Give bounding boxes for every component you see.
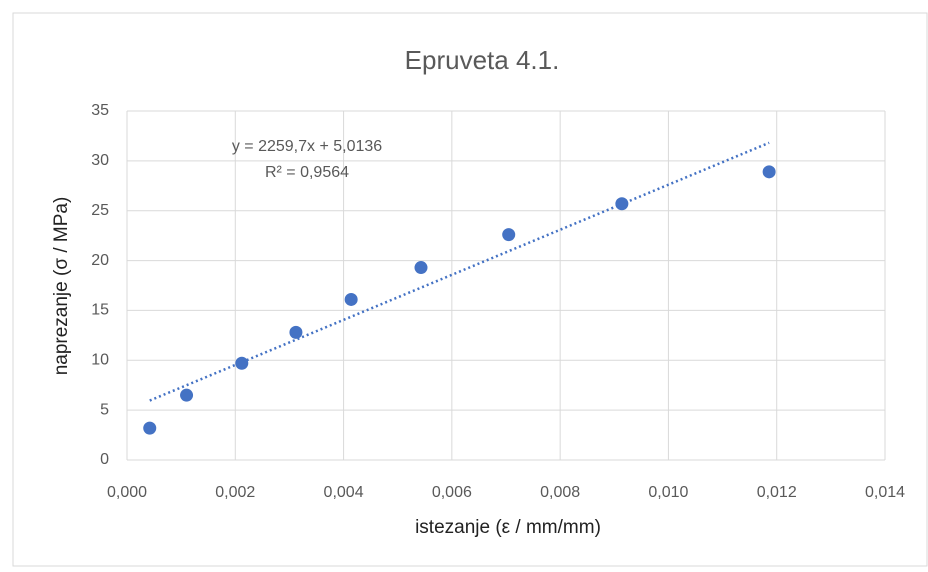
- data-point: [180, 388, 194, 402]
- trendline: [149, 141, 770, 402]
- x-tick-label: 0,008: [540, 484, 580, 501]
- y-axis-label: naprezanje (σ / MPa): [51, 197, 72, 376]
- data-point: [762, 165, 776, 179]
- x-tick-label: 0,002: [215, 484, 255, 501]
- y-tick-label: 10: [91, 352, 109, 369]
- data-point: [235, 356, 249, 370]
- y-tick-label: 0: [100, 451, 109, 468]
- y-tick-label: 15: [91, 302, 109, 319]
- x-tick-label: 0,014: [865, 484, 905, 501]
- data-point: [289, 325, 303, 339]
- x-tick-label: 0,000: [107, 484, 147, 501]
- data-point: [615, 197, 629, 211]
- data-point: [344, 292, 358, 306]
- x-tick-label: 0,006: [432, 484, 472, 501]
- x-axis-label: istezanje (ε / mm/mm): [415, 517, 601, 538]
- chart-title: Epruveta 4.1.: [405, 45, 560, 75]
- y-tick-label: 25: [91, 202, 109, 219]
- trendline-equation: y = 2259,7x + 5,0136: [232, 138, 382, 155]
- data-point: [143, 421, 157, 435]
- data-point: [502, 228, 516, 242]
- x-tick-label: 0,004: [324, 484, 364, 501]
- x-tick-label: 0,010: [648, 484, 688, 501]
- x-tick-label: 0,012: [757, 484, 797, 501]
- y-tick-label: 30: [91, 152, 109, 169]
- chart-frame: [12, 12, 928, 567]
- y-tick-label: 5: [100, 401, 109, 418]
- trendline-r-squared: R² = 0,9564: [265, 164, 349, 181]
- y-tick-label: 20: [91, 252, 109, 269]
- y-tick-label: 35: [91, 102, 109, 119]
- data-point: [414, 261, 428, 275]
